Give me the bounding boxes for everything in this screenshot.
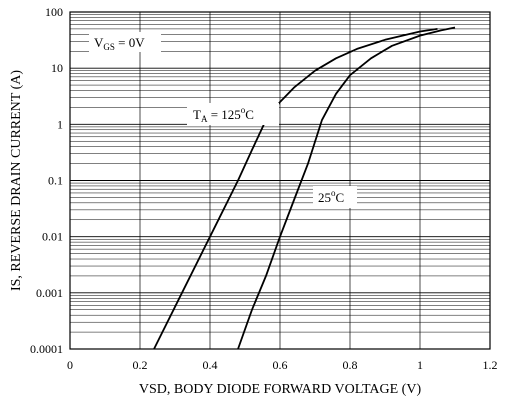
vgs-annotation-main: V [94, 35, 104, 50]
y-tick-label: 0.001 [36, 286, 63, 300]
t25-annotation-rest: C [336, 190, 345, 205]
grid [70, 12, 490, 349]
vgs-annotation-rest: = 0V [115, 35, 145, 50]
t25-annotation: 25oC [318, 188, 344, 205]
t25-annotation-bg [313, 186, 357, 208]
y-tick-label: 0.01 [42, 230, 63, 244]
ta125-annotation-sub: A [201, 114, 208, 124]
series-line-25c [237, 26, 456, 350]
y-tick-label: 0.0001 [30, 342, 63, 356]
x-tick-label: 0.4 [203, 358, 218, 372]
plot-frame [69, 11, 491, 350]
ticks: 0 0.2 0.4 0.6 0.8 1 1.2 0.0001 0.001 0.01 0.1 1 10 10… [30, 5, 498, 372]
t25-annotation-sup: o [331, 188, 336, 198]
x-tick-label: 0.2 [133, 358, 148, 372]
series [153, 26, 456, 350]
t25-annotation-main: 25 [318, 190, 331, 205]
ta125-annotation-bg [187, 103, 279, 125]
ta125-annotation-mid: = 125 [207, 107, 240, 122]
vgs-annotation-bg [89, 32, 161, 52]
ta125-annotation-sup: o [241, 105, 246, 115]
x-tick-label: 1.2 [483, 358, 498, 372]
x-tick-label: 0 [67, 358, 73, 372]
vgs-annotation: VGS = 0V [94, 35, 145, 52]
vgs-annotation-sub: GS [103, 42, 115, 52]
y-tick-label: 1 [57, 117, 63, 131]
y-tick-label: 0.1 [48, 174, 63, 188]
ta125-annotation: TA = 125oC [193, 105, 254, 124]
x-tick-label: 1 [417, 358, 423, 372]
x-tick-label: 0.6 [273, 358, 288, 372]
x-tick-label: 0.8 [343, 358, 358, 372]
y-axis-title: IS, REVERSE DRAIN CURRENT (A) [9, 70, 24, 291]
x-axis-title: VSD, BODY DIODE FORWARD VOLTAGE (V) [139, 382, 422, 397]
ta125-annotation-rest: C [245, 107, 254, 122]
ta125-annotation-main: T [193, 107, 201, 122]
y-tick-label: 100 [45, 5, 63, 19]
series-line-125c [153, 28, 438, 350]
y-tick-label: 10 [51, 61, 63, 75]
